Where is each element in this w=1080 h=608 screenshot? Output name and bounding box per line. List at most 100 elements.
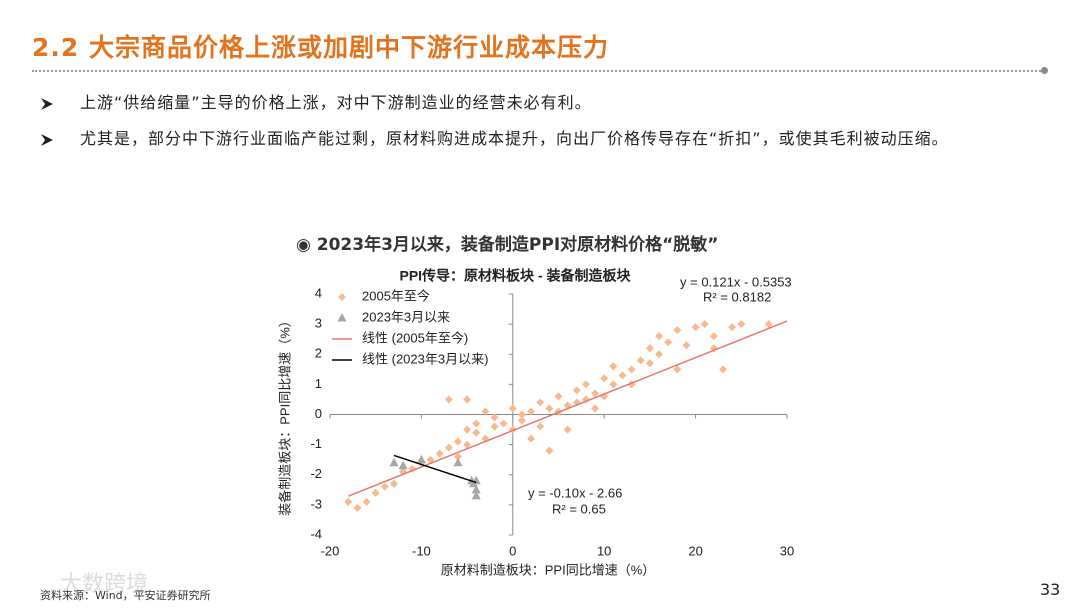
bullet-icon [41,134,53,146]
diamond-point [527,407,536,416]
triangle-point [471,490,481,500]
triangle-point [453,457,463,467]
diamond-point [517,416,526,425]
diamond-point [463,440,472,449]
diamond-point [545,446,554,455]
rule-dot [1041,67,1048,74]
legend-label: 2005年至今 [362,288,430,303]
diamond-point [453,452,462,461]
x-tick-label: -20 [321,543,340,558]
y-tick-label: -4 [310,526,322,541]
y-tick-label: -3 [310,496,322,511]
diamond-point [572,386,581,395]
diamond-point [371,488,380,497]
diamond-point [691,323,700,332]
y-tick-label: 0 [315,406,322,421]
x-tick-label: 20 [688,543,702,558]
triangle-point [337,313,347,322]
diamond-point [728,323,737,332]
diamond-point [709,332,718,341]
diamond-point [536,398,545,407]
bullet-icon [41,98,53,110]
diamond-point [627,365,636,374]
diamond-point [645,359,654,368]
diamond-point [472,428,481,437]
triangle-point [471,484,481,494]
diamond-point [463,425,472,434]
diamond-point [591,404,600,413]
y-axis-label: 装备制造板块：PPI同比增速（%） [277,314,292,516]
bullet-text: 上游“供给缩量”主导的价格上涨，对中下游制造业的经营未必有利。 [80,93,592,112]
annotation: y = 0.121x - 0.5353 [680,274,792,289]
y-tick-label: 2 [315,346,322,361]
diamond-point [682,341,691,350]
diamond-point [380,482,389,491]
triangle-point [398,460,408,470]
triangle-point [389,457,399,467]
diamond-point [618,371,627,380]
diamond-point [353,503,362,512]
y-tick-label: 3 [315,316,322,331]
diamond-point [490,422,499,431]
x-tick-label: 30 [780,543,794,558]
diamond-point [554,392,563,401]
diamond-point [545,404,554,413]
bullet-text: 尤其是，部分中下游行业面临产能过剩，原材料购进成本提升，向出厂价格传导存在“折扣… [80,129,949,148]
diamond-point [517,410,526,419]
title-rule [32,70,1044,72]
diamond-point [673,326,682,335]
diamond-point [655,350,664,359]
slide-title: 2.2 大宗商品价格上涨或加剧中下游行业成本压力 [32,33,609,62]
diamond-point [344,497,353,506]
diamond-point [362,497,371,506]
watermark: 大数跨境 [60,572,149,597]
diamond-point [636,356,645,365]
y-tick-label: -2 [310,466,322,481]
chart-title: PPI传导：原材料板块 - 装备制造板块 [399,268,631,284]
legend-label: 线性 (2023年3月以来) [362,351,488,366]
diamond-point [481,407,490,416]
x-axis-label: 原材料制造板块：PPI同比增速（%） [441,562,656,577]
diamond-point [453,437,462,446]
triangle-point [416,454,426,464]
x-tick-label: -10 [412,543,431,558]
annotation: y = -0.10x - 2.66 [528,485,622,500]
diamond-point [609,362,618,371]
diamond-point [536,422,545,431]
source-note: 资料来源：Wind，平安证券研究所 [40,589,211,602]
diamond-point [737,320,746,329]
diamond-point [563,425,572,434]
diamond-point [664,338,673,347]
diamond-point [444,395,453,404]
diamond-point [499,419,508,428]
diamond-point [719,365,728,374]
diamond-point [609,380,618,389]
annotation: R² = 0.8182 [703,289,771,304]
y-tick-label: -1 [310,436,322,451]
diamond-point [338,293,346,301]
diamond-point [527,434,536,443]
y-tick-label: 1 [315,376,322,391]
x-tick-label: 10 [597,543,611,558]
trend-line [348,320,788,497]
trend-line [393,454,477,484]
diamond-point [645,344,654,353]
diamond-point [444,443,453,452]
diamond-point [508,404,517,413]
diamond-point [673,365,682,374]
x-tick-label: 0 [509,543,516,558]
chart-caption: ◉ 2023年3月以来，装备制造PPI对原材料价格“脱敏” [296,235,719,255]
diamond-point [700,320,709,329]
annotation: R² = 0.65 [552,501,606,516]
diamond-point [591,389,600,398]
diamond-point [426,455,435,464]
diamond-point [655,332,664,341]
diamond-point [389,479,398,488]
legend-label: 线性 (2005年至今) [362,330,468,345]
diamond-point [764,320,773,329]
diamond-point [435,449,444,458]
diamond-point [463,395,472,404]
diamond-point [600,374,609,383]
